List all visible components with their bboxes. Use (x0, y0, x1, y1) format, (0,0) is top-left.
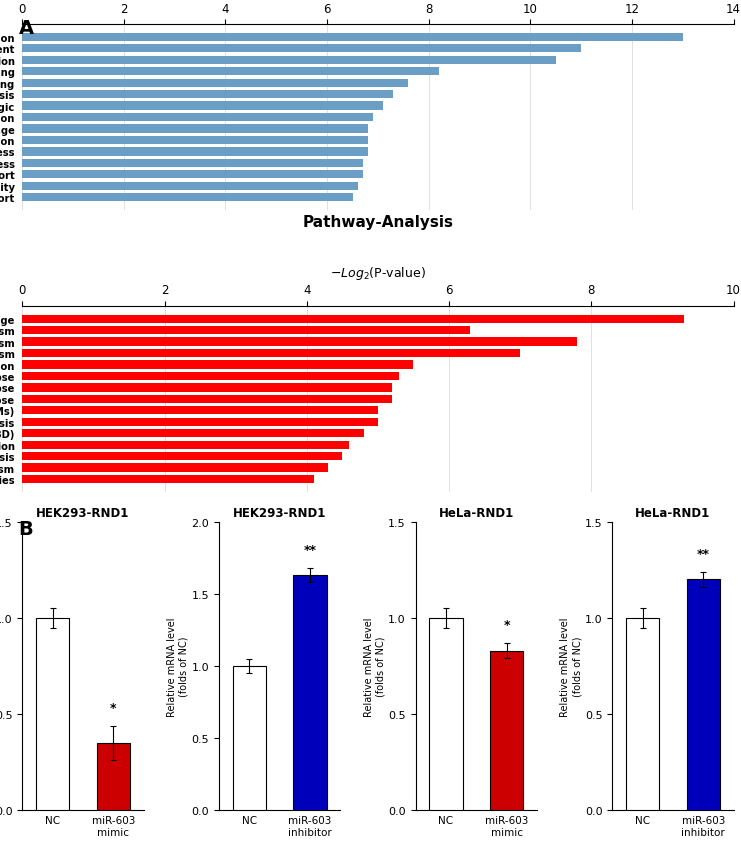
Y-axis label: Relative mRNA level
(folds of NC): Relative mRNA level (folds of NC) (167, 616, 189, 716)
Text: B: B (19, 519, 33, 538)
Bar (22, 464, 328, 472)
Bar (22, 34, 682, 42)
Bar (36, 618, 69, 810)
Bar (233, 666, 266, 810)
Bar (22, 160, 362, 168)
Bar (22, 452, 342, 461)
Bar (22, 171, 362, 179)
Bar (687, 580, 720, 810)
Bar (22, 418, 378, 426)
X-axis label: $-Log_2$(P-value): $-Log_2$(P-value) (330, 265, 426, 282)
Bar (429, 618, 462, 810)
Bar (22, 315, 684, 323)
Bar (22, 194, 353, 202)
Bar (22, 384, 392, 392)
Bar (22, 475, 314, 484)
Bar (22, 338, 577, 346)
Title: HEK293-RND1: HEK293-RND1 (36, 506, 130, 520)
Bar (22, 79, 408, 88)
Y-axis label: Relative mRNA level
(folds of NC): Relative mRNA level (folds of NC) (560, 616, 582, 716)
Bar (22, 125, 368, 133)
Text: **: ** (697, 548, 710, 560)
Bar (490, 651, 523, 810)
Y-axis label: Relative mRNA level
(folds of NC): Relative mRNA level (folds of NC) (364, 616, 385, 716)
Bar (22, 148, 368, 156)
Bar (22, 46, 581, 53)
Bar (22, 395, 392, 403)
Bar (22, 182, 358, 191)
Bar (22, 349, 520, 358)
Bar (626, 618, 659, 810)
Bar (96, 743, 130, 810)
Title: Pathway-Analysis: Pathway-Analysis (302, 214, 453, 230)
Bar (22, 91, 393, 99)
Bar (293, 576, 327, 810)
Bar (22, 361, 413, 369)
Bar (22, 68, 439, 76)
Bar (22, 137, 368, 145)
Text: **: ** (303, 544, 316, 557)
Bar (22, 372, 399, 381)
Title: HeLa-RND1: HeLa-RND1 (635, 506, 711, 520)
Bar (22, 57, 556, 65)
Text: *: * (110, 701, 116, 714)
Text: A: A (19, 19, 33, 37)
Bar (22, 430, 364, 438)
Bar (22, 327, 471, 335)
Text: *: * (503, 619, 510, 631)
Title: HeLa-RND1: HeLa-RND1 (439, 506, 514, 520)
Bar (22, 114, 373, 122)
Title: HEK293-RND1: HEK293-RND1 (233, 506, 326, 520)
Bar (22, 407, 378, 415)
Bar (22, 441, 350, 449)
Bar (22, 102, 383, 111)
